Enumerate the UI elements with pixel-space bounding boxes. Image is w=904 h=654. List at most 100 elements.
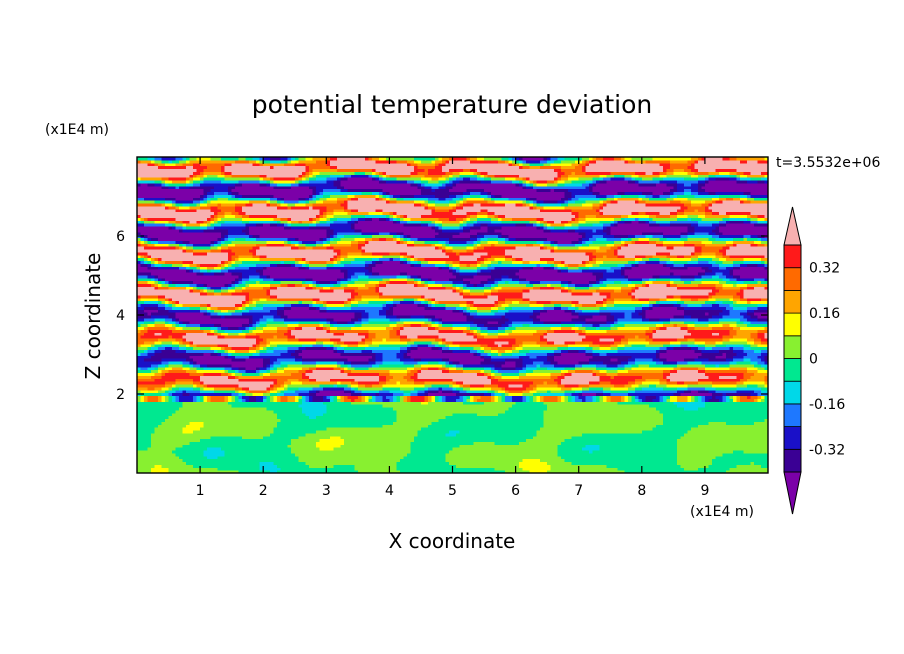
contour-cell [473,283,478,287]
contour-cell [680,392,713,397]
contour-cell [466,309,471,313]
contour-cell [273,277,306,282]
contour-cell [725,243,734,247]
contour-cell [431,346,440,351]
contour-cell [228,263,233,267]
contour-cell [494,363,503,368]
contour-cell [477,237,482,241]
contour-cell [554,286,562,290]
contour-cell [680,200,692,204]
contour-cell [193,286,198,290]
contour-cell [406,452,447,457]
contour-cell [498,326,506,330]
contour-cell [760,349,768,353]
contour-cell [350,326,387,330]
contour-cell [753,223,768,227]
contour-cell [673,392,681,397]
contour-cell [217,326,222,330]
contour-cell [578,162,587,167]
contour-cell [137,346,149,351]
contour-cell [231,188,313,193]
contour-cell [399,326,405,330]
contour-cell [144,220,156,224]
contour-cell [487,200,496,204]
contour-cell [631,266,671,270]
contour-cell [168,360,184,365]
contour-cell [175,317,180,322]
contour-cell [526,243,534,247]
contour-cell [498,214,506,218]
contour-cell [459,171,475,175]
contour-cell [760,398,766,402]
contour-cell [603,234,615,239]
contour-cell [137,303,142,307]
contour-cell [753,197,768,201]
contour-cell [477,323,485,328]
contour-cell [343,263,366,267]
contour-cell [305,372,348,376]
contour-cell [375,208,383,213]
contour-cell [522,162,531,167]
contour-cell [498,159,506,164]
contour-cell [725,306,734,310]
contour-cell [484,286,492,290]
contour-cell [438,185,447,190]
contour-cell [298,300,303,305]
contour-cell [193,174,198,178]
contour-cell [736,464,762,468]
contour-cell [694,246,702,250]
contour-cell [403,355,412,359]
contour-cell [245,303,250,307]
contour-cell [140,182,149,187]
contour-cell [270,383,275,388]
contour-cell [210,246,219,250]
contour-cell [175,315,212,319]
contour-cell [638,312,646,316]
contour-cell [526,369,534,374]
contour-cell [347,205,426,210]
contour-cell [487,223,517,227]
contour-cell [210,220,215,224]
contour-cell [508,392,524,397]
contour-cell [308,194,313,198]
contour-cell [322,194,331,198]
contour-cell [683,208,695,213]
contour-cell [505,280,510,284]
contour-cell [410,389,419,394]
contour-cell [221,266,226,270]
contour-cell [137,406,180,411]
contour-cell [592,263,601,267]
contour-cell [217,343,229,348]
contour-cell [137,349,145,353]
contour-cell [200,363,208,368]
contour-cell [750,220,759,224]
contour-cell [210,329,215,333]
contour-cell [165,372,191,376]
contour-cell [301,177,306,181]
contour-cell [617,200,636,204]
contour-cell [207,292,215,296]
contour-cell [631,297,639,302]
contour-cell [375,174,380,178]
contour-cell [480,208,489,213]
contour-cell [441,317,468,322]
contour-cell [564,395,569,399]
contour-cell [708,297,717,302]
contour-cell [301,409,327,414]
contour-cell [200,197,205,201]
contour-cell [533,320,545,325]
contour-cell [165,179,173,184]
contour-cell [343,286,359,290]
contour-cell [662,191,671,195]
contour-cell [361,323,390,328]
contour-cell [491,352,499,356]
contour-cell [680,340,695,345]
contour-cell [224,237,229,241]
contour-cell [473,246,478,250]
contour-cell [718,303,731,307]
contour-cell [505,248,552,253]
contour-cell [312,220,317,224]
contour-cell [543,320,562,325]
contour-cell [512,300,520,305]
contour-cell [329,240,338,244]
